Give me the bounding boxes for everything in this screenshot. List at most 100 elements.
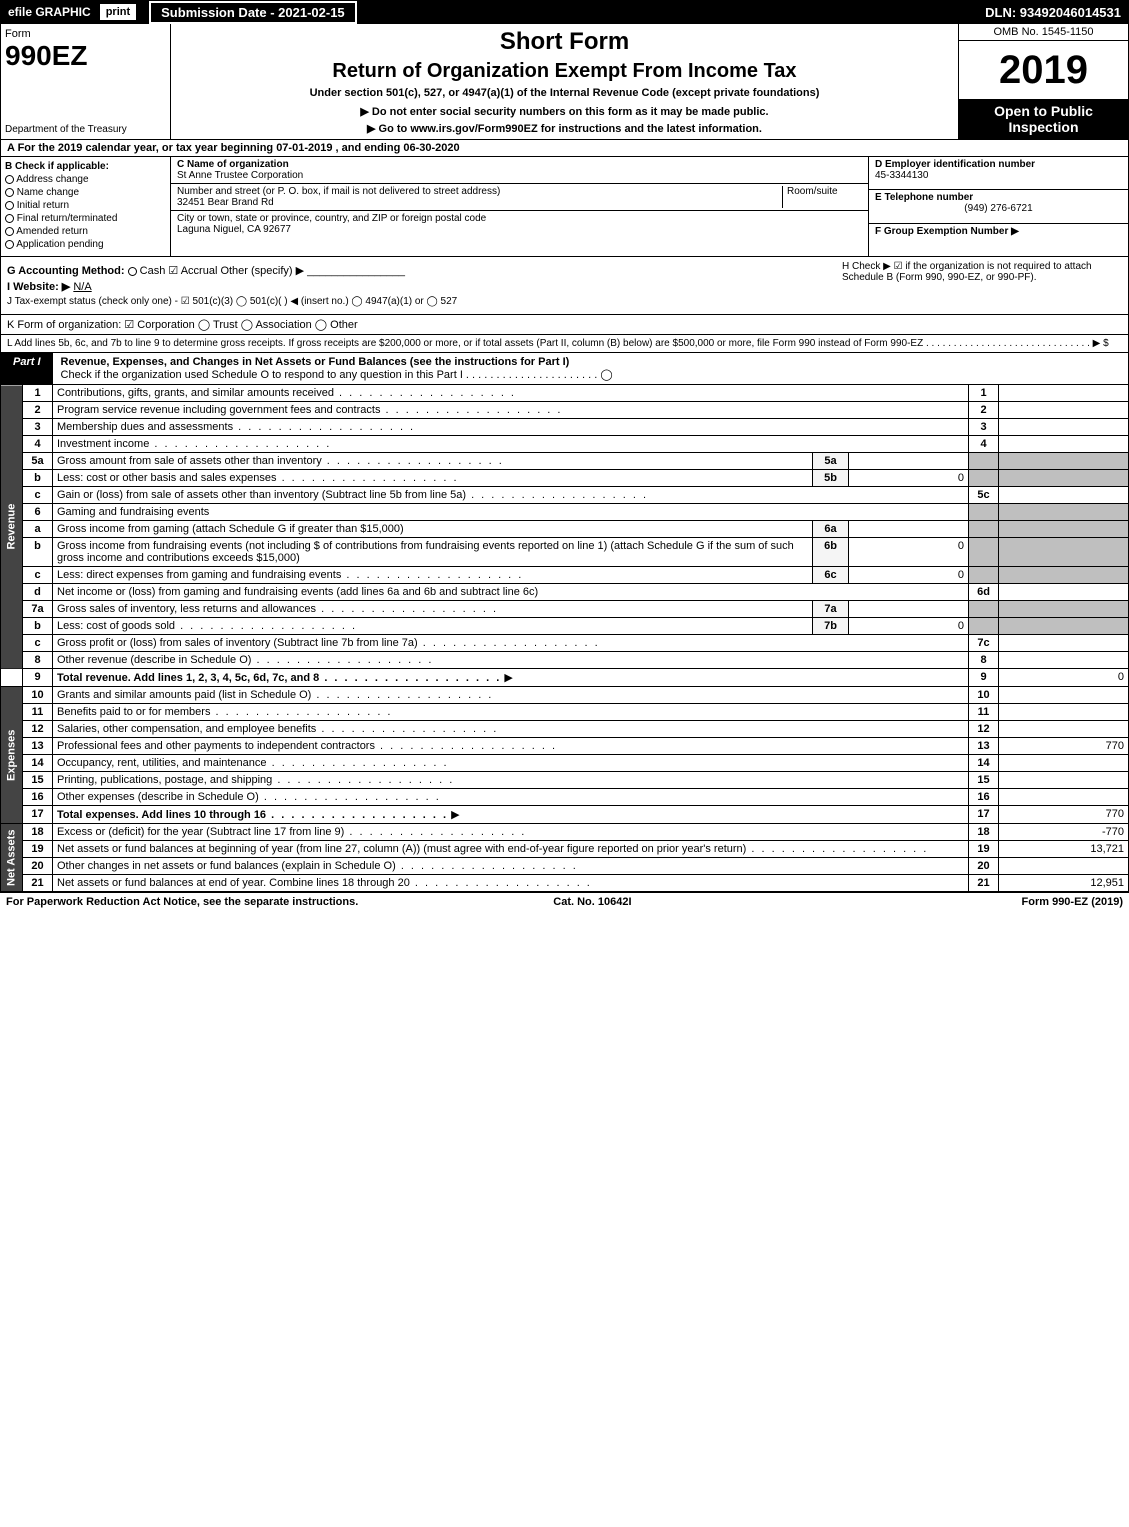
submission-date: Submission Date - 2021-02-15	[149, 1, 357, 24]
l6b-vgray	[999, 538, 1129, 567]
l6b-desc: Gross income from fundraising events (no…	[53, 538, 813, 567]
goto-link[interactable]: ▶ Go to www.irs.gov/Form990EZ for instru…	[179, 122, 950, 135]
l19-num: 19	[23, 841, 53, 858]
l6-rgray	[969, 504, 999, 521]
form-title: Return of Organization Exempt From Incom…	[179, 60, 950, 83]
part1-header: Part I Revenue, Expenses, and Changes in…	[0, 353, 1129, 385]
l7b-sub: 7b	[813, 618, 849, 635]
l7b-rgray	[969, 618, 999, 635]
chk-final[interactable]: Final return/terminated	[5, 213, 166, 224]
l6b-num: b	[23, 538, 53, 567]
chk-name[interactable]: Name change	[5, 187, 166, 198]
lbl-pending: Application pending	[16, 239, 103, 250]
l6-vgray	[999, 504, 1129, 521]
l20-num: 20	[23, 858, 53, 875]
l9-num: 9	[23, 669, 53, 687]
l7c-desc: Gross profit or (loss) from sales of inv…	[57, 637, 600, 649]
l7b-num: b	[23, 618, 53, 635]
l17-num: 17	[23, 806, 53, 824]
header-center: Short Form Return of Organization Exempt…	[171, 24, 958, 139]
l12-desc: Salaries, other compensation, and employ…	[57, 723, 498, 735]
l20-desc: Other changes in net assets or fund bala…	[57, 860, 578, 872]
l5c-rnum: 5c	[969, 487, 999, 504]
l16-num: 16	[23, 789, 53, 806]
l6b-sval: 0	[849, 538, 969, 567]
l11-num: 11	[23, 704, 53, 721]
l5c-num: c	[23, 487, 53, 504]
l9-val: 0	[999, 669, 1129, 687]
l11-val	[999, 704, 1129, 721]
part1-title-text: Revenue, Expenses, and Changes in Net As…	[61, 356, 570, 368]
label-city: City or town, state or province, country…	[177, 213, 486, 224]
l7c-num: c	[23, 635, 53, 652]
l6c-num: c	[23, 567, 53, 584]
l12-num: 12	[23, 721, 53, 738]
room-suite: Room/suite	[782, 186, 862, 208]
l18-val: -770	[999, 824, 1129, 841]
l1-val	[999, 385, 1129, 402]
footer-center: Cat. No. 10642I	[553, 896, 631, 908]
l15-num: 15	[23, 772, 53, 789]
l18-rnum: 18	[969, 824, 999, 841]
l21-desc: Net assets or fund balances at end of ye…	[57, 877, 592, 889]
header-left: Form 990EZ Department of the Treasury	[1, 24, 171, 139]
form-number: 990EZ	[5, 40, 166, 72]
l8-desc: Other revenue (describe in Schedule O)	[57, 654, 433, 666]
l7a-sval	[849, 601, 969, 618]
l6a-rgray	[969, 521, 999, 538]
label-i: I Website: ▶	[7, 281, 70, 293]
l5a-rgray	[969, 453, 999, 470]
l9-rnum: 9	[969, 669, 999, 687]
chk-initial[interactable]: Initial return	[5, 200, 166, 211]
l10-num: 10	[23, 687, 53, 704]
l15-rnum: 15	[969, 772, 999, 789]
l6d-rnum: 6d	[969, 584, 999, 601]
address: 32451 Bear Brand Rd	[177, 197, 274, 208]
l14-rnum: 14	[969, 755, 999, 772]
l5a-desc: Gross amount from sale of assets other t…	[57, 455, 504, 467]
period-row: A For the 2019 calendar year, or tax yea…	[0, 140, 1129, 157]
box-b: B Check if applicable: Address change Na…	[1, 157, 171, 256]
l16-val	[999, 789, 1129, 806]
l4-val	[999, 436, 1129, 453]
l6b-rgray	[969, 538, 999, 567]
l7a-vgray	[999, 601, 1129, 618]
l7a-num: 7a	[23, 601, 53, 618]
lbl-final: Final return/terminated	[17, 213, 118, 224]
l5a-num: 5a	[23, 453, 53, 470]
chk-amended[interactable]: Amended return	[5, 226, 166, 237]
label-f: F Group Exemption Number ▶	[875, 226, 1122, 237]
org-name: St Anne Trustee Corporation	[177, 170, 303, 181]
lbl-address: Address change	[16, 174, 88, 185]
l1-num: 1	[23, 385, 53, 402]
footer-right: Form 990-EZ (2019)	[1022, 896, 1123, 908]
l2-rnum: 2	[969, 402, 999, 419]
l18-num: 18	[23, 824, 53, 841]
l7c-val	[999, 635, 1129, 652]
form-header: Form 990EZ Department of the Treasury Sh…	[0, 24, 1129, 140]
row-l: L Add lines 5b, 6c, and 7b to line 9 to …	[0, 335, 1129, 353]
l16-desc: Other expenses (describe in Schedule O)	[57, 791, 441, 803]
l7b-sval: 0	[849, 618, 969, 635]
box-def: D Employer identification number 45-3344…	[868, 157, 1128, 256]
l6c-desc: Less: direct expenses from gaming and fu…	[57, 569, 523, 581]
l5a-vgray	[999, 453, 1129, 470]
topbar: efile GRAPHIC print Submission Date - 20…	[0, 0, 1129, 24]
l5c-desc: Gain or (loss) from sale of assets other…	[57, 489, 648, 501]
l11-desc: Benefits paid to or for members	[57, 706, 393, 718]
l14-desc: Occupancy, rent, utilities, and maintena…	[57, 757, 449, 769]
part1-check: Check if the organization used Schedule …	[61, 369, 613, 381]
l4-rnum: 4	[969, 436, 999, 453]
chk-pending[interactable]: Application pending	[5, 239, 166, 250]
l3-val	[999, 419, 1129, 436]
label-addr: Number and street (or P. O. box, if mail…	[177, 186, 500, 197]
print-button[interactable]: print	[99, 3, 137, 21]
l13-val: 770	[999, 738, 1129, 755]
ein: 45-3344130	[875, 170, 1122, 181]
l19-val: 13,721	[999, 841, 1129, 858]
chk-address[interactable]: Address change	[5, 174, 166, 185]
l6d-desc: Net income or (loss) from gaming and fun…	[53, 584, 969, 601]
l21-rnum: 21	[969, 875, 999, 892]
l15-desc: Printing, publications, postage, and shi…	[57, 774, 454, 786]
l3-rnum: 3	[969, 419, 999, 436]
